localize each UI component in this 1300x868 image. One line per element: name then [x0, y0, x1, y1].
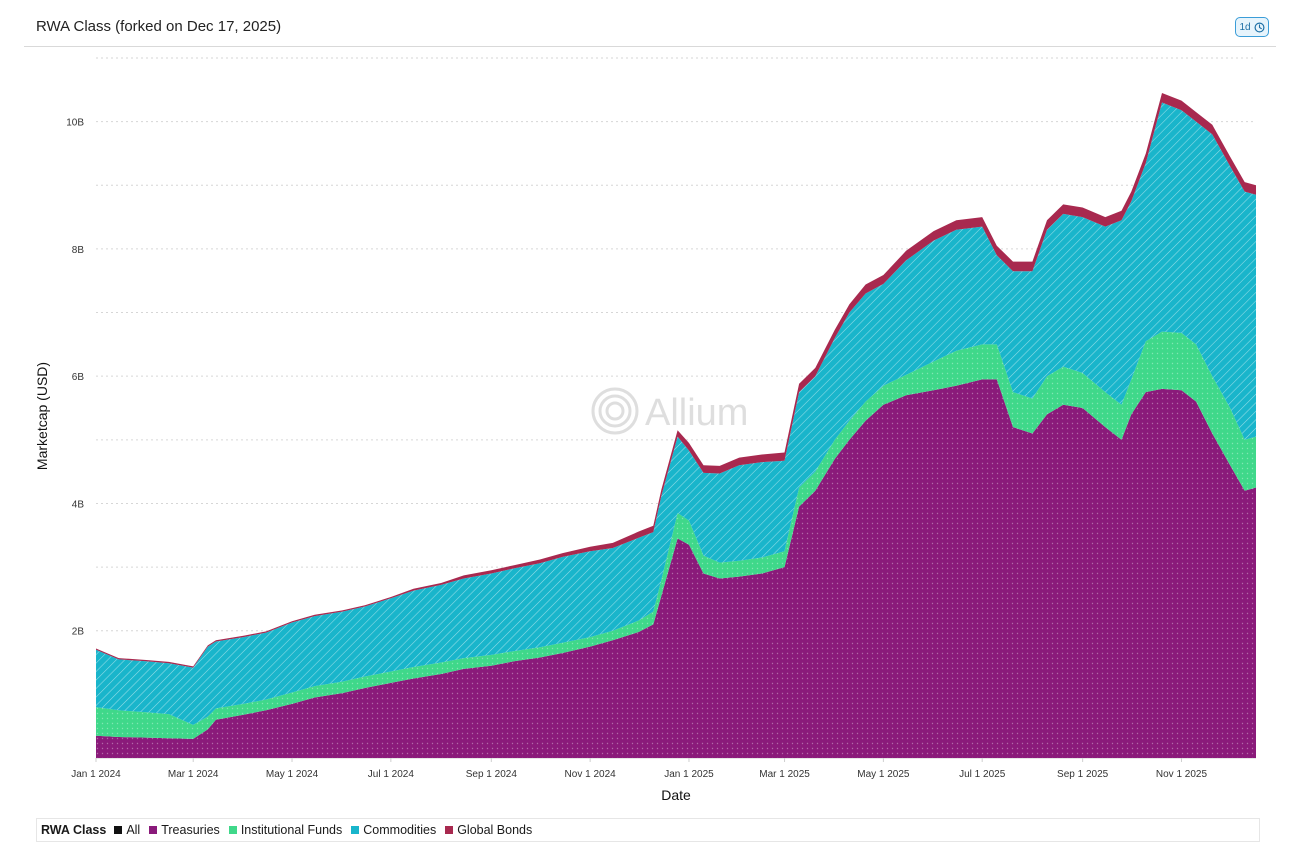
legend-item-treasuries[interactable]: Treasuries: [149, 823, 220, 837]
y-tick-label: 8B: [72, 245, 85, 256]
y-tick-label: 6B: [72, 372, 85, 383]
legend-label: Institutional Funds: [240, 823, 343, 837]
legend-swatch: [351, 826, 360, 834]
chart-title: RWA Class (forked on Dec 17, 2025): [36, 18, 282, 35]
clock-icon: [1254, 22, 1265, 33]
x-tick-label: Nov 1 2025: [1156, 769, 1208, 780]
legend-swatch: [149, 826, 158, 834]
x-tick-label: Mar 1 2024: [168, 769, 219, 780]
interval-button[interactable]: 1d: [1235, 17, 1269, 37]
y-tick-label: 10B: [66, 118, 84, 129]
legend-item-commodities[interactable]: Commodities: [351, 823, 436, 837]
legend-swatch: [445, 826, 454, 834]
legend-label: Global Bonds: [457, 823, 533, 837]
x-tick-label: Nov 1 2024: [565, 769, 617, 780]
y-axis-label: Marketcap (USD): [34, 362, 50, 470]
legend-item-institutional-funds[interactable]: Institutional Funds: [228, 823, 343, 837]
interval-label: 1d: [1239, 21, 1251, 33]
x-axis-label: Date: [661, 787, 691, 803]
legend-title: RWA Class: [41, 823, 107, 837]
area-texture-institutional-funds: [96, 331, 1256, 739]
x-tick-label: May 1 2025: [857, 769, 910, 780]
area-texture-treasuries: [96, 379, 1256, 758]
x-axis-ticks: Jan 1 2024 Mar 1 2024 May 1 2024 Jul 1 2024…: [71, 758, 1207, 780]
chart-header: RWA Class (forked on Dec 17, 2025) 1d: [24, 0, 1276, 47]
x-tick-label: Jul 1 2025: [959, 769, 1006, 780]
y-axis-ticks: 2B 4B 6B 8B 10B: [66, 118, 84, 638]
x-tick-label: Mar 1 2025: [759, 769, 810, 780]
area-series: [96, 93, 1256, 758]
x-tick-label: Jan 1 2025: [664, 769, 714, 780]
area-texture-commodities: [96, 102, 1256, 725]
x-tick-label: Sep 1 2025: [1057, 769, 1109, 780]
legend-label: All: [126, 823, 141, 837]
legend: RWA Class All Treasuries Institutional F…: [36, 818, 1260, 842]
legend-item-global-bonds[interactable]: Global Bonds: [445, 823, 532, 837]
legend-item-all[interactable]: All: [114, 823, 140, 837]
legend-label: Treasuries: [161, 823, 220, 837]
legend-label: Commodities: [363, 823, 437, 837]
y-tick-label: 4B: [72, 499, 85, 510]
x-tick-label: May 1 2024: [266, 769, 319, 780]
y-tick-label: 2B: [72, 627, 85, 638]
watermark-text: Allium: [645, 392, 748, 434]
x-tick-label: Jan 1 2024: [71, 769, 121, 780]
x-tick-label: Jul 1 2024: [368, 769, 415, 780]
watermark: Allium: [591, 387, 748, 435]
x-tick-label: Sep 1 2024: [466, 769, 518, 780]
legend-swatch: [228, 826, 237, 834]
legend-swatch: [114, 826, 123, 834]
stacked-area-chart[interactable]: 2B 4B 6B 8B 10B Jan 1 2024 Mar 1 2024 May 1 20…: [0, 46, 1300, 816]
